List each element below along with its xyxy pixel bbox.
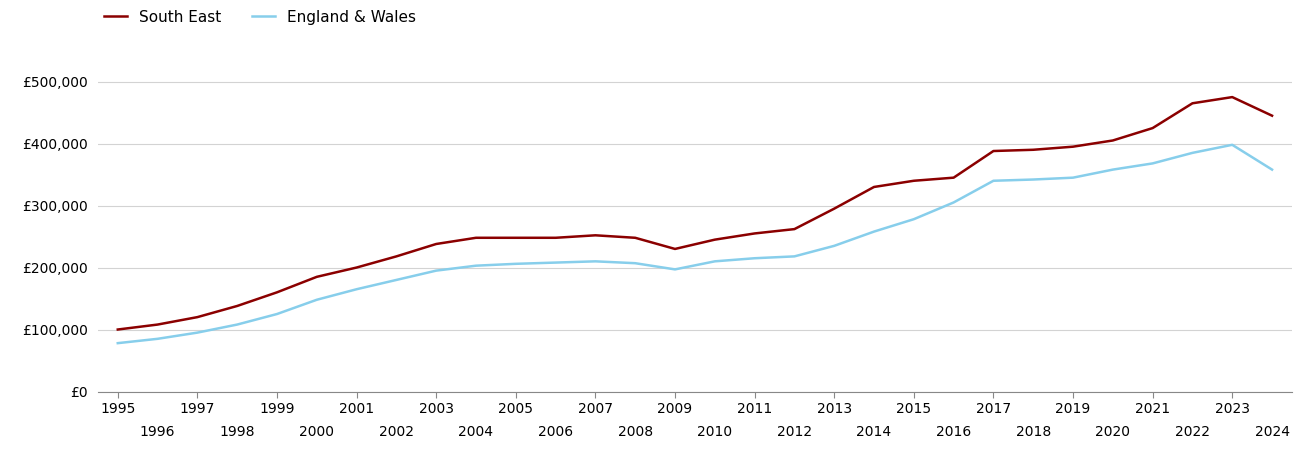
England & Wales <box>587 259 603 264</box>
Text: 2002: 2002 <box>378 425 414 439</box>
England & Wales <box>1105 167 1121 172</box>
South East <box>628 235 643 240</box>
South East <box>428 241 444 247</box>
South East <box>1185 101 1201 106</box>
England & Wales <box>508 261 523 266</box>
England & Wales <box>628 261 643 266</box>
Text: 1998: 1998 <box>219 425 254 439</box>
Legend: South East, England & Wales: South East, England & Wales <box>98 4 423 31</box>
South East <box>1144 126 1160 131</box>
South East <box>150 322 166 327</box>
South East <box>389 254 405 259</box>
England & Wales <box>707 259 723 264</box>
England & Wales <box>826 243 842 248</box>
South East <box>1026 147 1041 153</box>
Text: 2020: 2020 <box>1095 425 1130 439</box>
South East <box>707 237 723 243</box>
South East <box>906 178 921 184</box>
South East <box>508 235 523 240</box>
England & Wales <box>309 297 325 302</box>
Text: 2004: 2004 <box>458 425 493 439</box>
South East <box>468 235 484 240</box>
England & Wales <box>946 200 962 205</box>
England & Wales <box>1185 150 1201 156</box>
England & Wales <box>1144 161 1160 166</box>
England & Wales <box>867 229 882 234</box>
South East <box>1224 94 1240 100</box>
England & Wales <box>110 341 125 346</box>
South East <box>230 303 245 309</box>
England & Wales <box>348 287 364 292</box>
South East <box>985 148 1001 154</box>
England & Wales <box>906 216 921 222</box>
South East <box>587 233 603 238</box>
Text: 2024: 2024 <box>1254 425 1289 439</box>
South East <box>667 246 683 252</box>
Text: 2022: 2022 <box>1174 425 1210 439</box>
South East <box>867 184 882 189</box>
South East <box>826 206 842 211</box>
England & Wales <box>548 260 564 265</box>
England & Wales <box>1224 142 1240 148</box>
England & Wales <box>746 256 762 261</box>
England & Wales <box>1026 177 1041 182</box>
England & Wales <box>428 268 444 273</box>
South East <box>1065 144 1081 149</box>
England & Wales <box>189 330 205 335</box>
South East <box>946 175 962 180</box>
England & Wales <box>667 267 683 272</box>
England & Wales <box>1265 167 1280 172</box>
Text: 2018: 2018 <box>1015 425 1051 439</box>
Text: 2014: 2014 <box>856 425 891 439</box>
South East <box>1105 138 1121 143</box>
Text: 2008: 2008 <box>617 425 652 439</box>
Text: 2016: 2016 <box>936 425 971 439</box>
England & Wales <box>150 336 166 342</box>
Line: England & Wales: England & Wales <box>117 145 1272 343</box>
South East <box>309 274 325 279</box>
Text: 2010: 2010 <box>697 425 732 439</box>
South East <box>1265 113 1280 118</box>
England & Wales <box>985 178 1001 184</box>
South East <box>348 265 364 270</box>
South East <box>746 231 762 236</box>
Text: 2000: 2000 <box>299 425 334 439</box>
Text: 1996: 1996 <box>140 425 175 439</box>
England & Wales <box>1065 175 1081 180</box>
England & Wales <box>230 322 245 327</box>
South East <box>110 327 125 332</box>
South East <box>269 290 284 295</box>
South East <box>189 315 205 320</box>
Text: 2012: 2012 <box>776 425 812 439</box>
Line: South East: South East <box>117 97 1272 329</box>
Text: 2006: 2006 <box>538 425 573 439</box>
South East <box>548 235 564 240</box>
South East <box>787 226 803 232</box>
England & Wales <box>269 311 284 317</box>
England & Wales <box>787 254 803 259</box>
England & Wales <box>468 263 484 268</box>
England & Wales <box>389 277 405 283</box>
